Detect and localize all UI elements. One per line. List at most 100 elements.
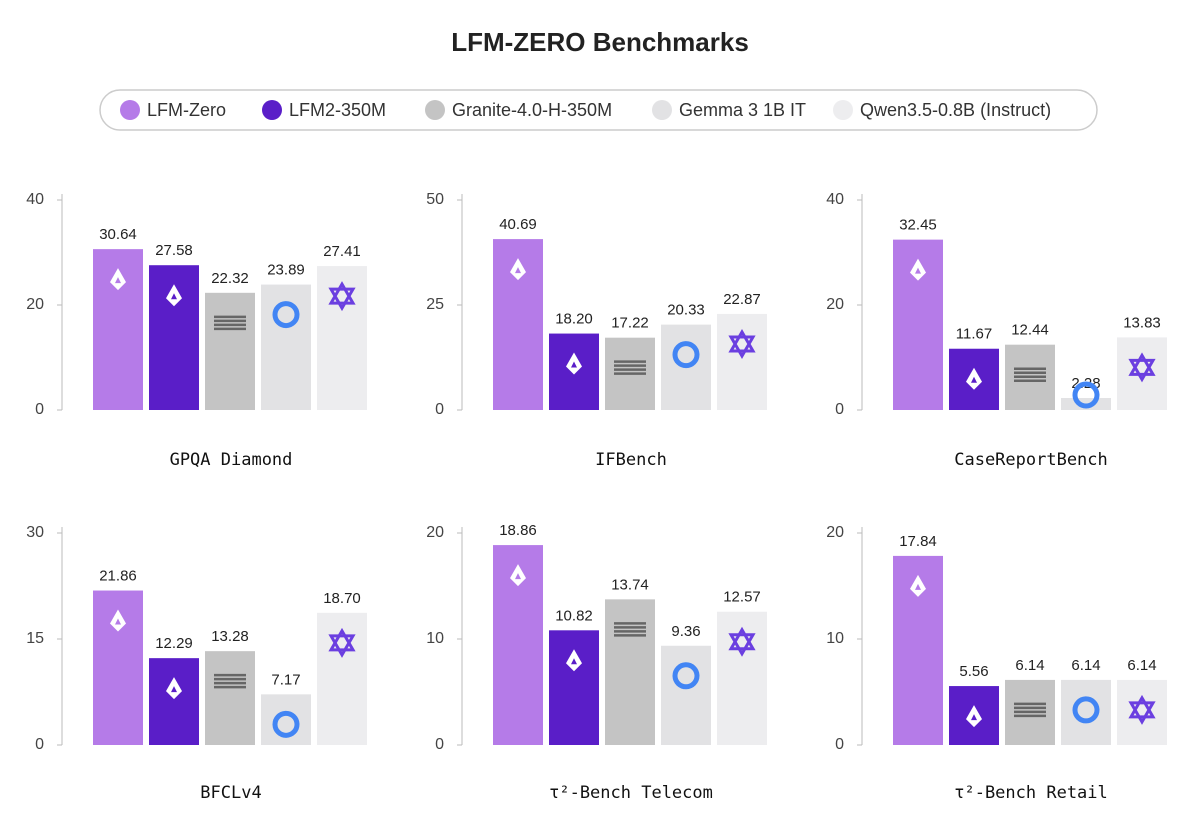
y-tick-label: 15 xyxy=(26,630,44,647)
y-tick-label: 10 xyxy=(826,630,844,647)
legend-label: LFM-Zero xyxy=(147,100,226,120)
y-tick-label: 0 xyxy=(35,401,44,418)
chart-title: τ²-Bench Retail xyxy=(954,783,1108,803)
logo xyxy=(110,609,126,632)
bar xyxy=(949,348,999,410)
legend-swatch xyxy=(425,100,445,120)
value-label: 13.83 xyxy=(1123,314,1161,331)
y-tick-label: 40 xyxy=(826,191,844,208)
bar xyxy=(1117,679,1167,745)
logo xyxy=(910,574,926,597)
legend-label: Granite-4.0-H-350M xyxy=(452,100,612,120)
legend-label: Gemma 3 1B IT xyxy=(679,100,806,120)
bar xyxy=(205,292,255,410)
value-label: 23.89 xyxy=(267,262,305,279)
y-tick-label: 0 xyxy=(835,401,844,418)
bar xyxy=(493,545,543,745)
legend-swatch xyxy=(262,100,282,120)
value-label: 30.64 xyxy=(99,226,137,243)
logo xyxy=(966,705,982,728)
chart-title: IFBench xyxy=(595,450,667,470)
value-label: 18.86 xyxy=(499,522,537,539)
y-tick-label: 20 xyxy=(26,296,44,313)
logo xyxy=(166,677,182,700)
logo xyxy=(110,268,126,291)
y-tick-label: 30 xyxy=(26,524,44,541)
value-label: 12.29 xyxy=(155,635,193,652)
logo xyxy=(1128,352,1156,383)
bar xyxy=(717,313,767,410)
logo xyxy=(728,626,756,657)
value-label: 6.14 xyxy=(1015,657,1044,674)
logo xyxy=(1072,696,1100,724)
logo xyxy=(566,352,582,375)
value-label: 11.67 xyxy=(956,326,992,343)
value-label: 7.17 xyxy=(271,671,300,688)
bar xyxy=(493,239,543,410)
value-label: 10.82 xyxy=(555,607,593,624)
bar xyxy=(205,651,255,745)
bar xyxy=(893,239,943,410)
logo xyxy=(728,328,756,359)
chart-title: τ²-Bench Telecom xyxy=(549,783,713,803)
value-label: 6.14 xyxy=(1071,657,1100,674)
value-label: 18.20 xyxy=(555,311,593,328)
y-tick-label: 20 xyxy=(826,524,844,541)
logo xyxy=(1072,381,1100,409)
legend-swatch xyxy=(833,100,853,120)
value-label: 27.58 xyxy=(155,242,193,259)
legend-swatch xyxy=(652,100,672,120)
value-label: 40.69 xyxy=(499,216,537,233)
logo xyxy=(510,564,526,587)
logo xyxy=(328,627,356,658)
logo xyxy=(328,281,356,312)
logo xyxy=(272,301,300,329)
logo xyxy=(272,710,300,738)
y-tick-label: 40 xyxy=(26,191,44,208)
value-label: 13.28 xyxy=(211,628,249,645)
logo xyxy=(510,258,526,281)
logo xyxy=(1128,694,1156,725)
value-label: 9.36 xyxy=(671,623,700,640)
y-tick-label: 20 xyxy=(826,296,844,313)
value-label: 17.84 xyxy=(899,533,937,550)
value-label: 22.87 xyxy=(723,291,761,308)
value-label: 27.41 xyxy=(323,243,361,260)
value-label: 18.70 xyxy=(323,590,361,607)
legend-label: Qwen3.5-0.8B (Instruct) xyxy=(860,100,1051,120)
y-tick-label: 10 xyxy=(426,630,444,647)
y-tick-label: 0 xyxy=(35,736,44,753)
bar xyxy=(661,645,711,745)
chart-title: CaseReportBench xyxy=(954,450,1108,470)
y-tick-label: 20 xyxy=(426,524,444,541)
y-tick-label: 25 xyxy=(426,296,444,313)
chart-title: GPQA Diamond xyxy=(170,450,293,470)
value-label: 12.44 xyxy=(1011,322,1049,339)
value-label: 13.74 xyxy=(611,576,649,593)
y-tick-label: 50 xyxy=(426,191,444,208)
legend-swatch xyxy=(120,100,140,120)
logo xyxy=(672,662,700,690)
value-label: 22.32 xyxy=(211,270,249,287)
legend-box xyxy=(99,89,1098,131)
value-label: 17.22 xyxy=(611,315,649,332)
value-label: 5.56 xyxy=(959,663,988,680)
bar xyxy=(549,630,599,745)
logo xyxy=(910,258,926,281)
bar xyxy=(893,555,943,745)
value-label: 21.86 xyxy=(99,567,137,584)
bar xyxy=(149,658,199,745)
y-tick-label: 0 xyxy=(435,736,444,753)
logo xyxy=(166,284,182,307)
y-tick-label: 0 xyxy=(435,401,444,418)
logo xyxy=(966,367,982,390)
logo xyxy=(672,341,700,369)
value-label: 32.45 xyxy=(899,217,937,234)
legend-label: LFM2-350M xyxy=(289,100,386,120)
bar xyxy=(949,686,999,745)
logo xyxy=(566,649,582,672)
bar xyxy=(1061,679,1111,745)
chart-title: BFCLv4 xyxy=(200,783,261,803)
value-label: 12.57 xyxy=(723,589,761,606)
